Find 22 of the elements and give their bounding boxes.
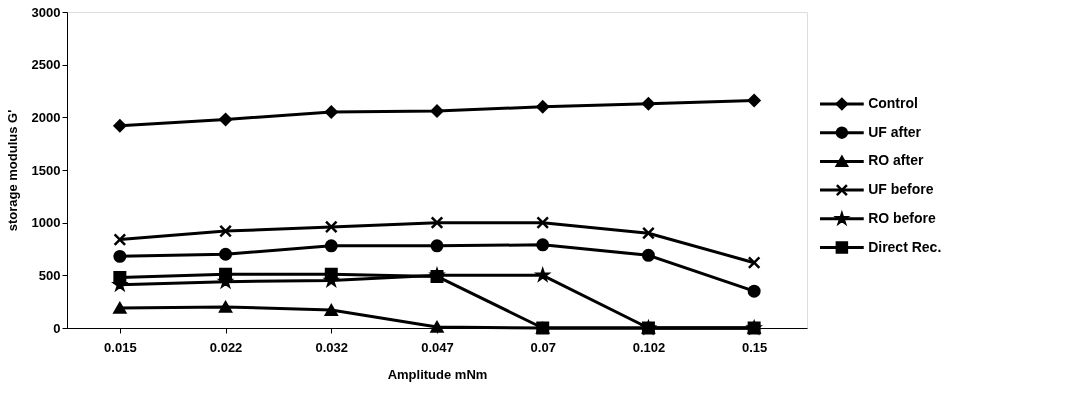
- y-tick-label: 3000: [31, 4, 61, 20]
- legend-label: RO before: [868, 209, 937, 226]
- y-tick-label: 1000: [31, 215, 61, 231]
- x-axis-title: Amplitude mNm: [387, 366, 488, 382]
- y-tick-label: 500: [38, 267, 61, 283]
- legend-label: Control: [868, 94, 918, 111]
- legend-label: RO after: [868, 152, 924, 169]
- legend-label: UF before: [868, 181, 934, 198]
- legend-label: Direct Rec.: [868, 238, 942, 255]
- y-tick-label: 2500: [31, 57, 61, 73]
- y-tick-label: 1500: [31, 162, 61, 178]
- x-tick-label: 0.047: [421, 339, 454, 355]
- x-tick-label: 0.032: [315, 339, 349, 355]
- x-tick-label: 0.102: [632, 339, 666, 355]
- y-axis-title: storage modulus G': [4, 109, 20, 232]
- x-tick-label: 0.15: [741, 339, 768, 355]
- x-tick-label: 0.07: [530, 339, 556, 355]
- x-tick-label: 0.022: [209, 339, 243, 355]
- legend-label: UF after: [868, 123, 922, 140]
- y-tick-label: 0: [53, 320, 61, 336]
- x-tick-label: 0.015: [104, 339, 137, 355]
- y-tick-label: 2000: [31, 109, 61, 125]
